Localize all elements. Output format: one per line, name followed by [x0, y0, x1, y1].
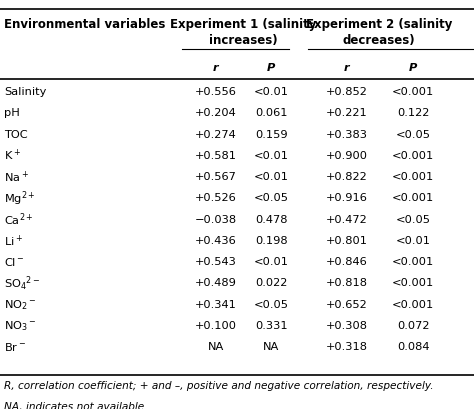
Text: 0.198: 0.198	[255, 236, 287, 246]
Text: +0.472: +0.472	[326, 215, 368, 225]
Text: +0.308: +0.308	[326, 321, 368, 331]
Text: +0.567: +0.567	[195, 172, 237, 182]
Text: +0.852: +0.852	[326, 87, 368, 97]
Text: +0.801: +0.801	[326, 236, 368, 246]
Text: Mg$^{2+}$: Mg$^{2+}$	[4, 189, 36, 208]
Text: +0.543: +0.543	[195, 257, 237, 267]
Text: 0.331: 0.331	[255, 321, 287, 331]
Text: Li$^+$: Li$^+$	[4, 233, 23, 249]
Text: <0.05: <0.05	[254, 300, 289, 310]
Text: +0.318: +0.318	[326, 342, 368, 352]
Text: 0.061: 0.061	[255, 108, 287, 118]
Text: NA, indicates not available.: NA, indicates not available.	[4, 402, 147, 409]
Text: +0.436: +0.436	[195, 236, 237, 246]
Text: +0.341: +0.341	[195, 300, 237, 310]
Text: 0.478: 0.478	[255, 215, 287, 225]
Text: r: r	[344, 63, 350, 73]
Text: Experiment 1 (salinity
increases): Experiment 1 (salinity increases)	[170, 18, 316, 47]
Text: +0.818: +0.818	[326, 279, 368, 288]
Text: P: P	[267, 63, 275, 73]
Text: +0.274: +0.274	[195, 130, 237, 139]
Text: <0.001: <0.001	[392, 300, 435, 310]
Text: 0.022: 0.022	[255, 279, 287, 288]
Text: <0.05: <0.05	[396, 215, 431, 225]
Text: −0.038: −0.038	[195, 215, 237, 225]
Text: +0.846: +0.846	[326, 257, 368, 267]
Text: <0.001: <0.001	[392, 87, 435, 97]
Text: Na$^+$: Na$^+$	[4, 169, 29, 185]
Text: K$^+$: K$^+$	[4, 148, 21, 164]
Text: +0.916: +0.916	[326, 193, 368, 203]
Text: +0.900: +0.900	[326, 151, 368, 161]
Text: +0.489: +0.489	[195, 279, 237, 288]
Text: Ca$^{2+}$: Ca$^{2+}$	[4, 211, 33, 228]
Text: Salinity: Salinity	[4, 87, 46, 97]
Text: <0.01: <0.01	[254, 257, 289, 267]
Text: <0.001: <0.001	[392, 279, 435, 288]
Text: <0.01: <0.01	[254, 172, 289, 182]
Text: Environmental variables: Environmental variables	[4, 18, 165, 31]
Text: +0.100: +0.100	[195, 321, 237, 331]
Text: Cl$^-$: Cl$^-$	[4, 256, 25, 268]
Text: P: P	[409, 63, 418, 73]
Text: +0.383: +0.383	[326, 130, 368, 139]
Text: <0.001: <0.001	[392, 151, 435, 161]
Text: pH: pH	[4, 108, 19, 118]
Text: NO$_3$$^-$: NO$_3$$^-$	[4, 319, 36, 333]
Text: SO$_4$$^{2-}$: SO$_4$$^{2-}$	[4, 274, 40, 292]
Text: +0.652: +0.652	[326, 300, 368, 310]
Text: <0.05: <0.05	[254, 193, 289, 203]
Text: Br$^-$: Br$^-$	[4, 341, 26, 353]
Text: 0.084: 0.084	[397, 342, 429, 352]
Text: r: r	[213, 63, 219, 73]
Text: +0.556: +0.556	[195, 87, 237, 97]
Text: +0.221: +0.221	[326, 108, 368, 118]
Text: 0.122: 0.122	[397, 108, 429, 118]
Text: <0.01: <0.01	[254, 87, 289, 97]
Text: <0.001: <0.001	[392, 193, 435, 203]
Text: NA: NA	[208, 342, 224, 352]
Text: +0.204: +0.204	[195, 108, 237, 118]
Text: <0.001: <0.001	[392, 172, 435, 182]
Text: Experiment 2 (salinity
decreases): Experiment 2 (salinity decreases)	[306, 18, 452, 47]
Text: <0.001: <0.001	[392, 257, 435, 267]
Text: <0.05: <0.05	[396, 130, 431, 139]
Text: 0.159: 0.159	[255, 130, 287, 139]
Text: R, correlation coefficient; + and –, positive and negative correlation, respecti: R, correlation coefficient; + and –, pos…	[4, 381, 433, 391]
Text: <0.01: <0.01	[254, 151, 289, 161]
Text: TOC: TOC	[4, 130, 27, 139]
Text: +0.526: +0.526	[195, 193, 237, 203]
Text: NA: NA	[263, 342, 279, 352]
Text: +0.822: +0.822	[326, 172, 368, 182]
Text: <0.01: <0.01	[396, 236, 431, 246]
Text: 0.072: 0.072	[397, 321, 429, 331]
Text: +0.581: +0.581	[195, 151, 237, 161]
Text: NO$_2$$^-$: NO$_2$$^-$	[4, 298, 36, 312]
